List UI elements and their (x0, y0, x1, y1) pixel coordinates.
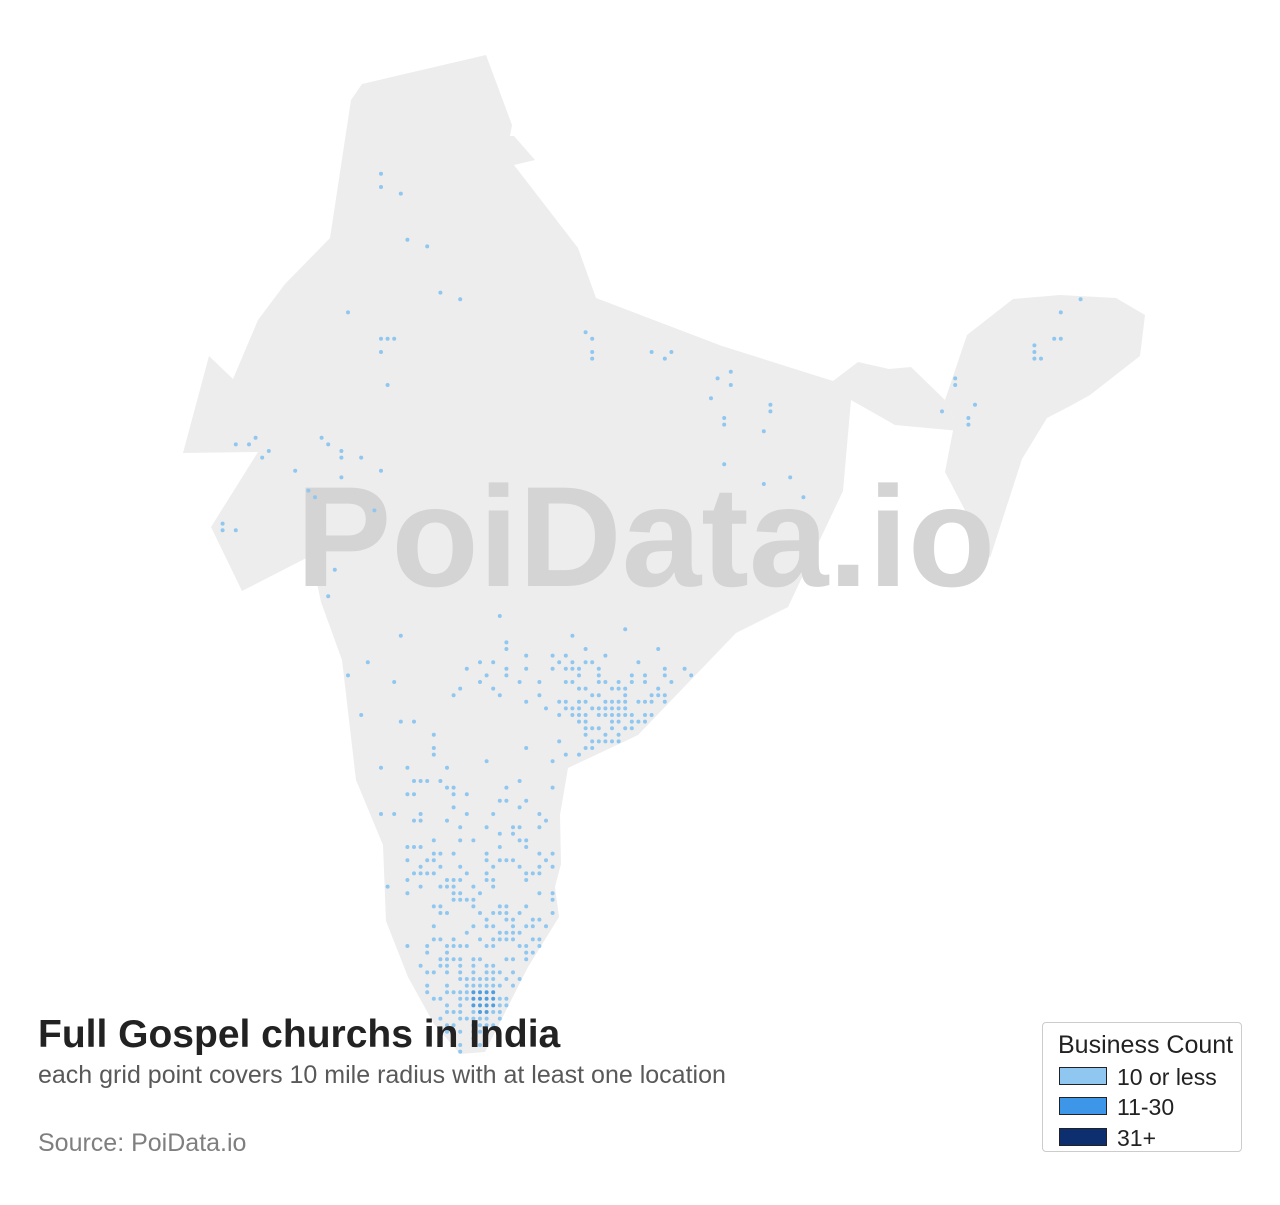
svg-text:PoiData.io: PoiData.io (296, 458, 995, 617)
